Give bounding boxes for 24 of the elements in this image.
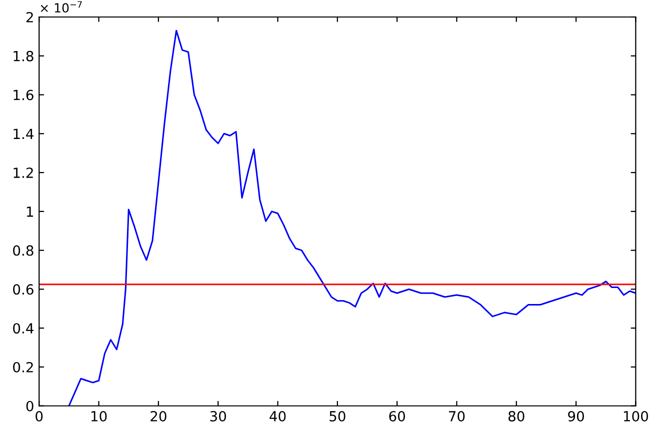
y-tick-label: 0.4 [13,323,34,334]
x-tick-label: 40 [270,410,286,422]
y-tick-label: 1.8 [14,50,34,62]
y-tick-label: 0 [26,400,34,412]
y-tick-label: 1.2 [14,168,33,178]
y-tick-label: 2 [26,12,33,22]
x-tick-label: 30 [210,410,226,422]
line-series [68,30,636,406]
y-tick-label: 0.2 [13,362,33,372]
y-tick-label: 0.6 [13,284,34,295]
x-tick-label: 50 [330,410,346,422]
x-tick-label: 100 [624,410,648,422]
x-tick-label: 90 [568,410,584,422]
x-tick-label: 10 [91,410,107,422]
y-tick-label: 1.4 [14,128,34,139]
y-tick-label: 1 [26,206,33,217]
x-tick-label: 70 [449,410,465,422]
text: × 10$^{−7}$ [40,1,82,13]
y-tick-label: 0.8 [13,245,34,256]
x-tick-label: 20 [150,410,166,422]
x-tick-label: 0 [36,410,43,422]
x-tick-label: 60 [389,410,405,422]
x-tick-label: 80 [508,410,524,422]
y-tick-label: 1.6 [14,90,34,100]
